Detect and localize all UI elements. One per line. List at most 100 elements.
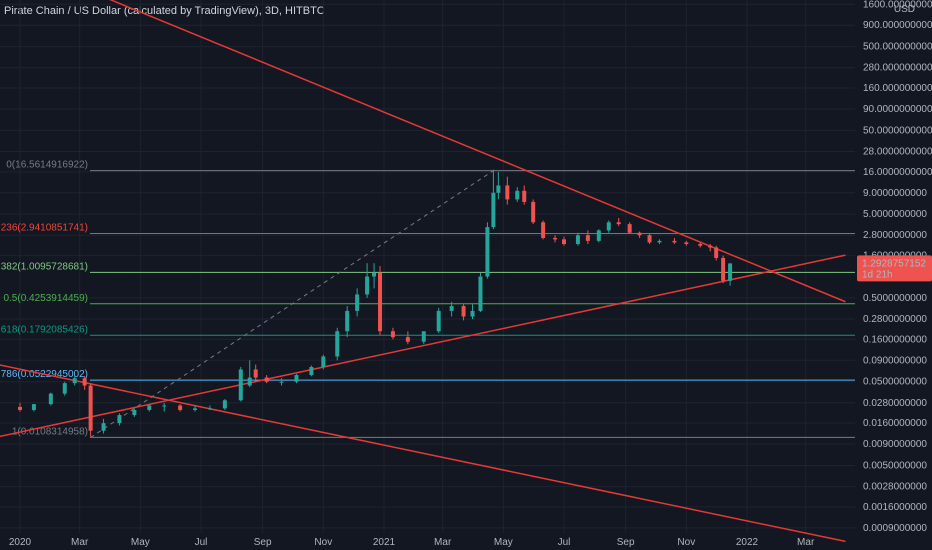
grid — [0, 0, 855, 533]
candle-body — [101, 423, 106, 431]
candle-body — [355, 294, 360, 311]
candle-body — [247, 377, 252, 386]
x-tick-label: May — [131, 537, 150, 548]
candle-body — [496, 185, 501, 193]
y-tick-label: 0.0016000000 — [863, 502, 927, 513]
y-tick-label: 1600.0000000000 — [863, 0, 932, 10]
y-tick-label: 0.0009000000 — [863, 523, 927, 534]
y-tick-label: 50.0000000000 — [863, 125, 932, 136]
y-tick-label: 9.0000000000 — [863, 188, 927, 199]
y-tick-label: 0.5000000000 — [863, 293, 927, 304]
candle-body — [405, 337, 410, 342]
candle-body — [637, 232, 642, 236]
candle-body — [207, 408, 212, 410]
x-tick-label: Mar — [797, 537, 815, 548]
y-tick-label: 0.2800000000 — [863, 314, 927, 325]
candle-body — [553, 237, 558, 240]
candle-body — [309, 366, 314, 376]
candle-body — [147, 405, 152, 410]
candle-body — [684, 242, 689, 245]
candle-body — [491, 192, 496, 228]
x-tick-label: Nov — [314, 537, 332, 548]
candle-body — [48, 393, 53, 405]
x-tick-label: Sep — [254, 537, 272, 548]
y-tick-label: 0.0280000000 — [863, 398, 927, 409]
candle-body — [708, 245, 713, 248]
y-tick-label: 0.0028000000 — [863, 482, 927, 493]
x-tick-label: Sep — [617, 537, 635, 548]
candle-body — [562, 239, 567, 245]
y-tick-label: 160.0000000000 — [863, 83, 932, 94]
candle-body — [606, 222, 611, 231]
candle-body — [178, 405, 183, 410]
candle-body — [222, 400, 227, 409]
candle-body — [365, 276, 370, 295]
candle-body — [505, 185, 510, 200]
candle-body — [238, 369, 243, 401]
y-tick-label: 16.0000000000 — [863, 167, 932, 178]
trendline — [0, 364, 846, 543]
y-tick-label: 0.1600000000 — [863, 334, 927, 345]
candle-body — [372, 272, 377, 277]
candle-body — [541, 222, 546, 238]
candle-body — [18, 406, 22, 410]
candle-body — [672, 240, 677, 243]
candle-body — [647, 235, 652, 243]
candle-body — [72, 378, 77, 384]
candle-body — [531, 201, 536, 223]
trendline — [109, 0, 846, 303]
price-label-countdown: 1d 21h — [862, 269, 893, 280]
candle-body — [478, 276, 483, 311]
y-tick-label: 5.0000000000 — [863, 209, 927, 220]
x-tick-label: Jul — [195, 537, 208, 548]
fib-level-label: 0(16.5614916922) — [6, 160, 88, 171]
x-tick-label: Jul — [558, 537, 571, 548]
candle-body — [321, 356, 326, 367]
candle-body — [585, 235, 590, 241]
y-tick-label: 90.0000000000 — [863, 104, 932, 115]
x-tick-label: May — [494, 537, 513, 548]
x-tick-label: Mar — [71, 537, 89, 548]
candle-body — [193, 408, 198, 410]
candle-body — [485, 227, 490, 277]
fib-level-label: 0.236(2.9410851741) — [0, 222, 88, 233]
fib-level-label: 0.382(1.0095728681) — [0, 261, 88, 272]
fib-trend-dashed-line — [90, 170, 494, 438]
candle-body — [714, 247, 719, 258]
candle-body — [62, 383, 67, 394]
fibonacci-retracement[interactable]: 0(16.5614916922) 0.236(2.9410851741) 0.382… — [0, 160, 855, 438]
candle-body — [279, 381, 284, 383]
candle-body — [294, 375, 299, 382]
x-tick-label: 2022 — [736, 537, 759, 548]
candle-body — [264, 377, 269, 382]
y-tick-label: 0.0090000000 — [863, 439, 927, 450]
fib-level-label: 0.618(0.1792085426) — [0, 324, 88, 335]
candle-body — [698, 244, 703, 246]
trendlines[interactable] — [0, 0, 846, 543]
fib-level-label: 1(0.0108314958) — [12, 426, 88, 437]
candle-body — [721, 257, 726, 281]
candle-body — [575, 235, 580, 245]
candle-body — [522, 190, 527, 202]
candle-body — [449, 306, 454, 311]
candle-body — [616, 222, 621, 225]
y-tick-label: 0.0050000000 — [863, 460, 927, 471]
trendline — [0, 254, 846, 438]
candle-body — [117, 415, 122, 424]
x-tick-label: 2021 — [373, 537, 396, 548]
y-tick-label: 900.0000000000 — [863, 20, 932, 31]
candle-body — [335, 331, 340, 357]
price-label-box — [857, 255, 932, 282]
x-tick-label: 2020 — [9, 537, 32, 548]
candle-body — [378, 272, 383, 332]
fib-level-label: 0.5(0.4253914459) — [3, 293, 88, 304]
candle-body — [162, 405, 167, 407]
time-axis[interactable]: 2020 Mar May Jul Sep Nov 2021 Mar May Jul Sep Nov 20… — [9, 537, 815, 548]
candle-body — [253, 369, 258, 378]
candle-body — [728, 263, 733, 281]
y-tick-label: 2.8000000000 — [863, 230, 927, 241]
candle-body — [345, 310, 350, 332]
price-label-value: 1.2928757152 — [862, 258, 926, 269]
